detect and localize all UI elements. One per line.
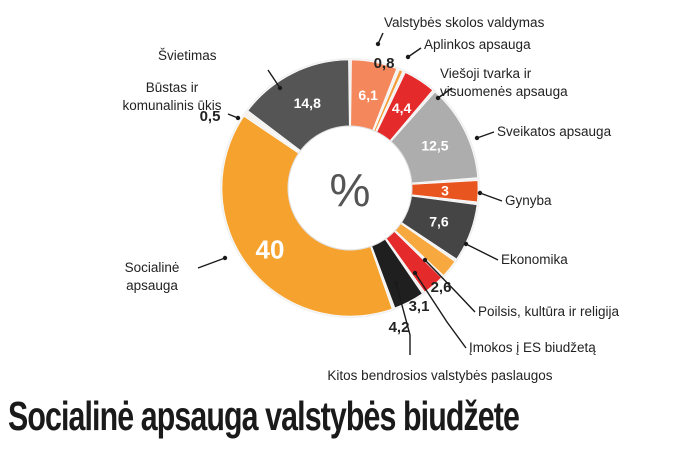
- leader-line: [437, 87, 453, 99]
- slice-value-label: 6,1: [358, 87, 378, 103]
- slice-value-label: 12,5: [421, 138, 448, 154]
- leader-line: [407, 47, 422, 58]
- slice-category-label: Ekonomika: [501, 252, 568, 267]
- slice-category-label: Gynyba: [505, 193, 552, 208]
- slice-value-label: 14,8: [294, 95, 321, 111]
- leader-dot: [405, 54, 411, 60]
- leader-dot: [375, 41, 381, 47]
- slice-value-label: 2,6: [431, 279, 452, 296]
- chart-title: Socialinė apsauga valstybės biudžete: [8, 393, 520, 439]
- leader-dot: [474, 135, 480, 141]
- slice-category-label: Viešoji tvarka ir: [440, 66, 532, 81]
- leader-dot: [412, 270, 418, 276]
- leader-dot: [393, 280, 399, 286]
- slice-value-label: 0,8: [374, 55, 395, 72]
- leader-dot: [435, 95, 441, 101]
- slice-category-label: Įmokos į ES biudžetą: [469, 340, 596, 355]
- donut-hole: [287, 125, 413, 251]
- slice-value-label: 3,1: [409, 298, 430, 315]
- slice-value-label: 3: [441, 182, 449, 198]
- slice-value-label: 4,4: [392, 100, 412, 116]
- slice-category-label: Sveikatos apsauga: [497, 124, 612, 139]
- leader-line: [476, 131, 495, 139]
- slice-category-label: apsauga: [126, 278, 178, 293]
- slice-category-label: visuomenės apsauga: [440, 84, 568, 99]
- slice-category-label: Kitos bendrosios valstybės paslaugos: [327, 368, 552, 383]
- leader-line: [414, 272, 467, 349]
- slice-value-label: 0,5: [200, 108, 221, 125]
- leader-line: [479, 192, 503, 202]
- leader-dot: [277, 85, 283, 91]
- leader-line: [465, 243, 499, 261]
- leader-dot: [463, 241, 469, 247]
- slice-value-label: 4,2: [389, 319, 410, 336]
- slice-category-label: Būstas ir: [146, 80, 199, 95]
- slice-category-label: Poilsis, kultūra ir religija: [478, 304, 620, 319]
- leader-dot: [235, 115, 241, 121]
- leader-dot: [422, 257, 428, 263]
- slice-category-label: komunalinis ūkis: [122, 98, 221, 113]
- leader-dot: [477, 190, 483, 196]
- leader-line: [424, 259, 476, 313]
- slice-value-label: 7,6: [429, 213, 449, 229]
- center-label: %: [330, 164, 371, 216]
- leader-line: [197, 257, 226, 269]
- leader-dot: [222, 255, 228, 261]
- leader-line: [267, 69, 281, 89]
- slice-category-label: Švietimas: [158, 48, 217, 63]
- leader-line: [395, 282, 411, 355]
- slice-category-label: Valstybės skolos valdymas: [384, 15, 545, 30]
- slice-category-label: Socialinė: [125, 260, 180, 275]
- slice-category-label: Aplinkos apsauga: [424, 37, 531, 52]
- slice-value-label: 40: [256, 235, 285, 265]
